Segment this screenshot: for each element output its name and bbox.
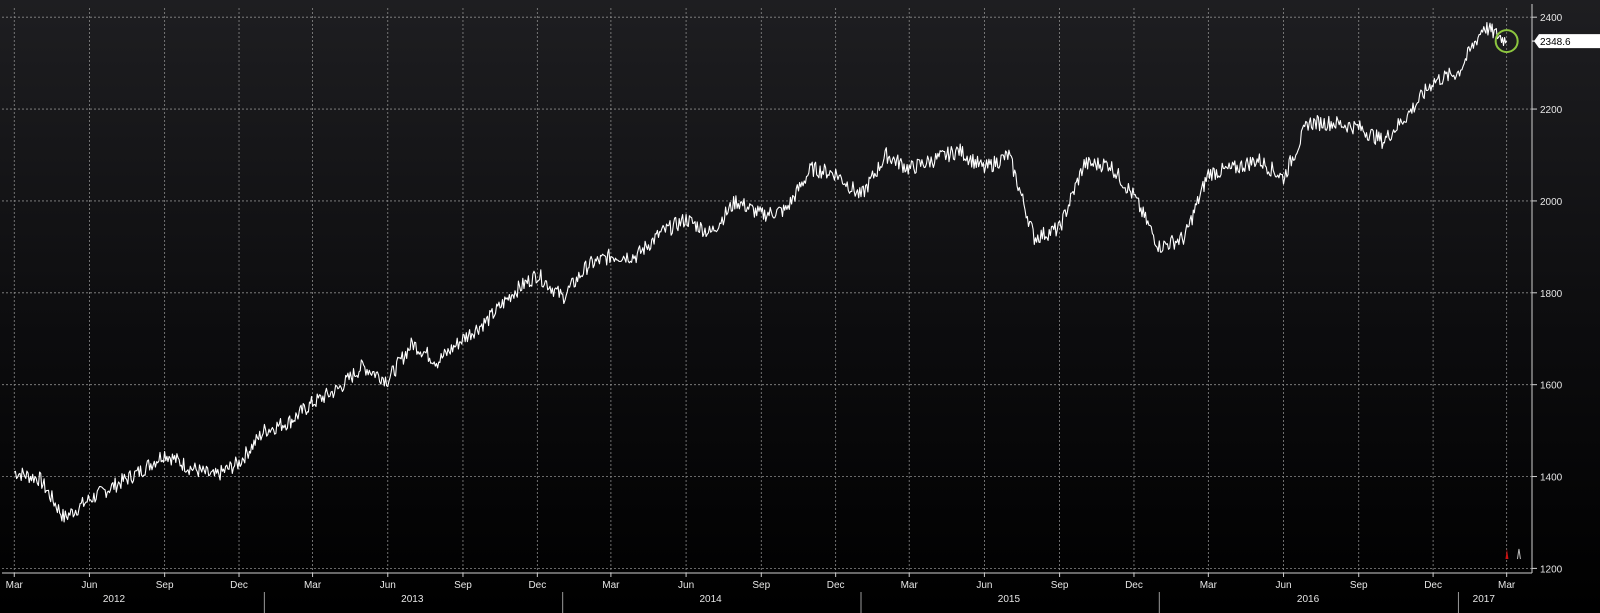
x-tick-label: Mar [602,580,620,591]
year-label: 2016 [1297,594,1320,605]
x-tick-label: Sep [752,580,770,591]
x-tick-label: Jun [976,580,992,591]
x-tick-label: Sep [454,580,472,591]
year-label: 2017 [1473,594,1496,605]
event-marker-grey [1516,548,1521,560]
x-tick-label: Dec [1424,580,1442,591]
last-value-tag [1534,34,1600,49]
series-layer [13,21,1508,523]
x-tick-label: Mar [901,580,919,591]
x-tick-label: Dec [1125,580,1143,591]
y-tick-label: 1400 [1540,473,1563,484]
x-tick-label: Jun [81,580,97,591]
x-tick-label: Dec [528,580,546,591]
x-tick-label: Jun [1275,580,1291,591]
x-tick-label: Sep [1051,580,1069,591]
y-axis: 1200 1400 1600 1800 2000 2200 2400 [1531,4,1563,575]
y-tick-label: 1800 [1540,289,1563,300]
y-tick-label: 2400 [1540,13,1563,24]
event-marker-red [1505,549,1509,559]
x-tick-label: Mar [304,580,322,591]
x-tick-label: Dec [230,580,248,591]
y-tick-label: 2000 [1540,197,1563,208]
year-label: 2015 [998,594,1021,605]
year-label: 2013 [401,594,424,605]
year-label: 2014 [699,594,722,605]
x-tick-label: Dec [827,580,845,591]
last-value-label: 2348.6 [1540,37,1571,48]
x-tick-label: Mar [1498,580,1516,591]
series-line [13,21,1508,523]
x-axis: Mar Jun Sep Dec Mar Jun Sep Dec Mar Jun Sep Dec Mar J… [2,572,1532,613]
year-label: 2012 [103,594,126,605]
x-tick-label: Sep [156,580,174,591]
x-tick-label: Sep [1350,580,1368,591]
highlight-circle [1494,29,1519,54]
gridlines [2,8,1532,573]
y-tick-label: 2200 [1540,105,1563,116]
y-tick-label: 1600 [1540,381,1563,392]
y-tick-label: 1200 [1540,564,1563,575]
x-tick-label: Mar [1200,580,1218,591]
x-tick-label: Jun [380,580,396,591]
x-tick-label: Jun [678,580,694,591]
annotations: 2348.6 [1494,29,1600,560]
x-tick-label: Mar [6,580,24,591]
